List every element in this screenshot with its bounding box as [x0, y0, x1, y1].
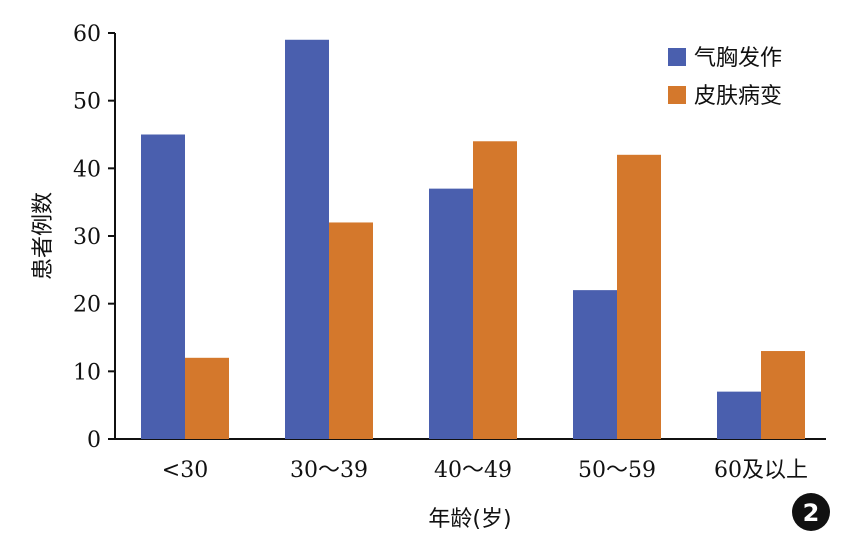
- y-axis-title: 患者例数: [31, 192, 56, 280]
- bar-series-2: [617, 154, 661, 440]
- bar-series-2: [761, 351, 805, 439]
- x-tick-label: 40～49: [434, 458, 512, 483]
- y-ticks: 0 10 20 30 40 50 60: [73, 22, 115, 453]
- x-tick-label: 60及以上: [714, 458, 808, 483]
- figure-number-badge: 2: [792, 493, 830, 531]
- y-tick-label: 20: [73, 293, 101, 318]
- y-tick-label: 30: [73, 225, 101, 250]
- figure-number-circle: [792, 493, 830, 531]
- bar-series-2: [185, 357, 229, 439]
- legend: 气胸发作 皮肤病变: [668, 46, 782, 109]
- legend-label-series-1: 气胸发作: [694, 46, 782, 71]
- bars: [141, 39, 805, 440]
- x-ticks: <30 30～39 40～49 50～59 60及以上: [162, 458, 808, 483]
- y-tick-label: 10: [73, 360, 101, 385]
- legend-swatch-series-1: [668, 48, 686, 66]
- figure-number: 2: [803, 499, 820, 527]
- bar-series-1: [429, 188, 473, 439]
- legend-swatch-series-2: [668, 86, 686, 104]
- x-tick-label: <30: [162, 458, 208, 483]
- y-tick-label: 50: [73, 90, 101, 115]
- bar-series-1: [285, 39, 329, 440]
- bar-series-2: [473, 141, 517, 439]
- x-tick-label: 30～39: [290, 458, 368, 483]
- bar-series-1: [573, 290, 617, 439]
- y-tick-label: 60: [73, 22, 101, 47]
- bar-series-2: [329, 222, 373, 439]
- x-axis-title: 年龄(岁): [428, 507, 511, 532]
- y-tick-label: 40: [73, 157, 101, 182]
- bar-series-1: [141, 134, 185, 439]
- x-tick-label: 50～59: [578, 458, 656, 483]
- legend-label-series-2: 皮肤病变: [694, 84, 782, 109]
- y-tick-label: 0: [87, 428, 101, 453]
- bar-series-1: [717, 391, 761, 439]
